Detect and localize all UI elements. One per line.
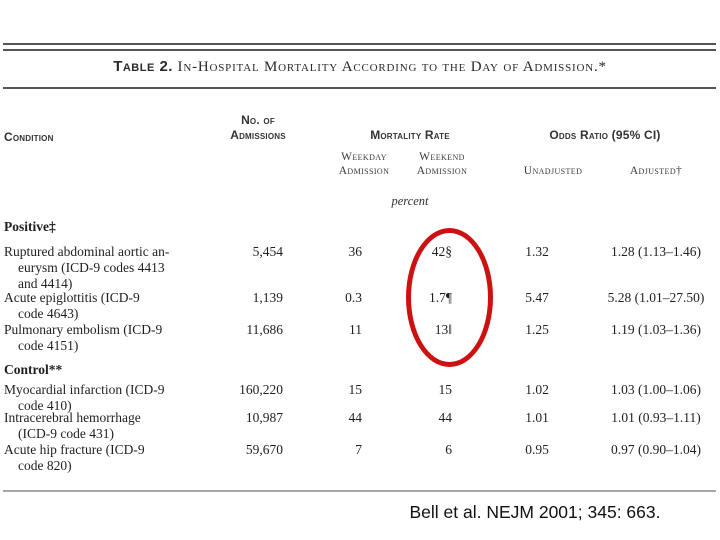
red-ellipse-annotation <box>406 228 493 367</box>
unadjusted-or-cell: 1.01 <box>525 410 549 425</box>
subheader-weekday: Weekday Admission <box>325 150 403 178</box>
group-label-positive: Positive‡ <box>4 219 56 234</box>
subheader-unadjusted: Unadjusted <box>523 165 583 177</box>
admissions-cell: 11,686 <box>246 322 283 337</box>
title-bottom-rule <box>3 87 716 89</box>
col-header-admissions-line2: Admissions <box>230 128 286 142</box>
condition-cell: Ruptured abdominal aortic an- eurysm (IC… <box>4 244 170 291</box>
subheader-weekend: Weekend Admission <box>403 150 481 178</box>
unadjusted-or-cell: 1.25 <box>525 322 549 337</box>
weekday-rate-cell: 7 <box>355 442 362 457</box>
condition-cell: Intracerebral hemorrhage (ICD-9 code 431… <box>4 410 141 441</box>
condition-cell: Myocardial infarction (ICD-9 code 410) <box>4 382 165 413</box>
adjusted-or-cell: 1.03 (1.00–1.06) <box>611 382 701 397</box>
subheader-weekend-line2: Admission <box>416 165 468 177</box>
weekday-rate-cell: 15 <box>348 382 363 397</box>
subheader-weekend-line1: Weekend <box>419 151 465 163</box>
condition-cell: Acute hip fracture (ICD-9 code 820) <box>4 442 145 473</box>
weekday-rate-cell: 44 <box>348 410 363 425</box>
unadjusted-or-cell: 5.47 <box>525 290 549 305</box>
table-title: Table 2. In-Hospital Mortality According… <box>0 58 720 76</box>
unadjusted-or-cell: 1.02 <box>525 382 549 397</box>
col-header-condition: Condition <box>4 130 54 144</box>
table-number-label: Table 2. <box>113 58 173 75</box>
weekend-rate-cell: 6 <box>445 442 452 457</box>
adjusted-or-cell: 1.19 (1.03–1.36) <box>611 322 701 337</box>
weekday-rate-cell: 11 <box>349 322 362 337</box>
condition-cell: Pulmonary embolism (ICD-9 code 4151) <box>4 322 163 353</box>
col-header-admissions-line1: No. of <box>241 113 275 127</box>
group-label-control: Control** <box>4 362 63 377</box>
admissions-cell: 10,987 <box>245 410 283 425</box>
admissions-cell: 160,220 <box>239 382 283 397</box>
condition-cell: Acute epiglottitis (ICD-9 code 4643) <box>4 290 140 321</box>
admissions-cell: 1,139 <box>252 290 283 305</box>
col-header-mortality-rate: Mortality Rate <box>370 128 450 142</box>
weekend-rate-cell: 15 <box>438 382 453 397</box>
unadjusted-or-cell: 1.32 <box>525 244 549 259</box>
unadjusted-or-cell: 0.95 <box>525 442 549 457</box>
adjusted-or-cell: 5.28 (1.01–27.50) <box>607 290 705 305</box>
weekend-rate-cell: 44 <box>438 410 453 425</box>
admissions-cell: 59,670 <box>245 442 283 457</box>
weekday-rate-cell: 36 <box>348 244 363 259</box>
adjusted-or-cell: 1.28 (1.13–1.46) <box>611 244 701 259</box>
subheader-weekday-line2: Admission <box>338 165 390 177</box>
subheader-weekday-line1: Weekday <box>341 151 387 163</box>
admissions-cell: 5,454 <box>252 244 283 259</box>
adjusted-or-cell: 0.97 (0.90–1.04) <box>611 442 701 457</box>
table-top-double-rule <box>3 43 716 51</box>
unit-note-percent: percent <box>391 194 429 208</box>
subheader-adjusted: Adjusted† <box>629 165 683 177</box>
table-title-text: In-Hospital Mortality According to the D… <box>177 59 607 75</box>
citation-text: Bell et al. NEJM 2001; 345: 663. <box>409 502 661 522</box>
adjusted-or-cell: 1.01 (0.93–1.11) <box>611 410 701 425</box>
weekday-rate-cell: 0.3 <box>345 290 362 305</box>
table-bottom-rule <box>3 490 716 492</box>
col-header-odds-ratio: Odds Ratio (95% CI) <box>549 128 661 142</box>
